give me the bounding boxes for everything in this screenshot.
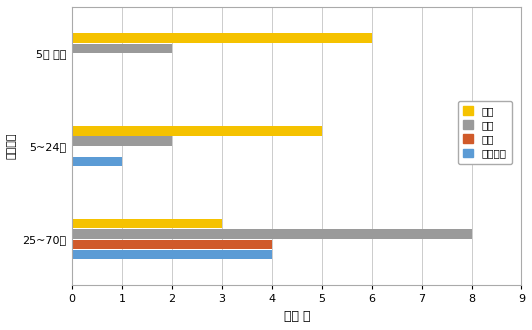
Bar — [72, 44, 172, 53]
Bar — [72, 137, 172, 146]
Bar — [72, 126, 322, 136]
Bar — [72, 229, 471, 239]
Bar — [72, 250, 272, 259]
Legend: 균열, 누수, 박리, 과상박낙: 균열, 누수, 박리, 과상박낙 — [458, 101, 512, 164]
X-axis label: 빈도 수: 빈도 수 — [284, 310, 310, 323]
Bar — [72, 240, 272, 249]
Bar — [72, 33, 372, 43]
Y-axis label: 내용수명: 내용수명 — [7, 133, 17, 159]
Bar — [72, 157, 122, 166]
Bar — [72, 219, 222, 228]
